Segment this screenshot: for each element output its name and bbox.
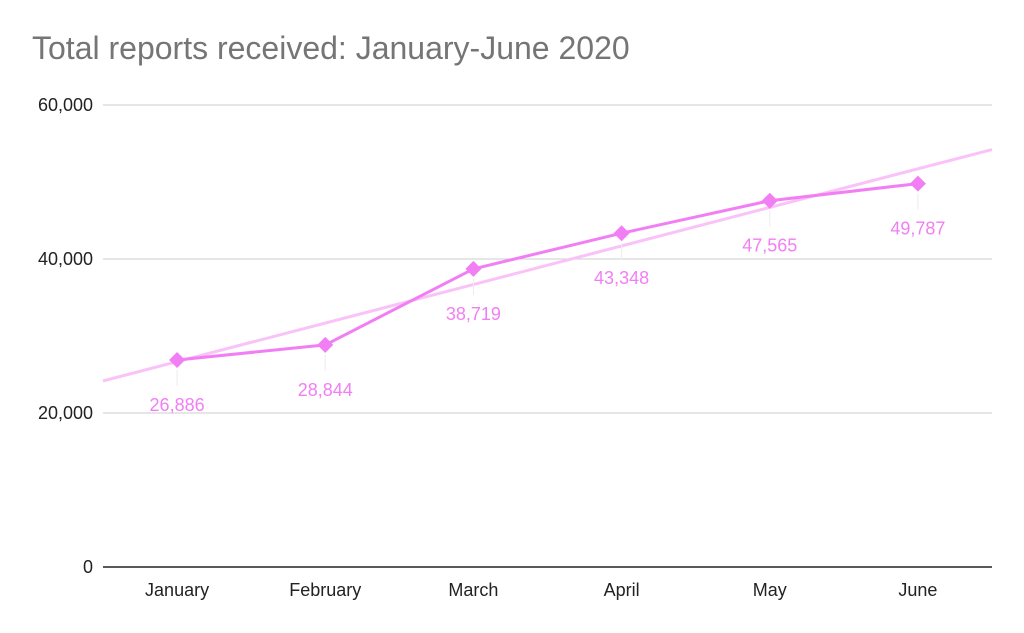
chart-title: Total reports received: January-June 202… [32, 30, 630, 66]
x-tick-label: January [145, 580, 209, 600]
data-point-marker [761, 192, 778, 209]
data-point-marker [169, 351, 186, 368]
x-axis-tick-labels: January February March April May June [145, 580, 937, 600]
x-tick-label: June [898, 580, 937, 600]
data-label: 28,844 [298, 380, 353, 400]
data-point-marker [465, 260, 482, 277]
data-labels: 26,886 28,844 38,719 43,348 47,565 49,787 [150, 193, 945, 415]
data-label: 47,565 [742, 236, 797, 256]
x-tick-label: April [604, 580, 640, 600]
y-tick-label: 40,000 [38, 249, 93, 269]
data-label: 49,787 [890, 219, 945, 239]
x-tick-label: May [753, 580, 787, 600]
data-label: 43,348 [594, 268, 649, 288]
y-axis-tick-labels: 0 20,000 40,000 60,000 [38, 95, 93, 577]
x-tick-label: February [289, 580, 361, 600]
data-point-marker [909, 175, 926, 192]
data-label: 26,886 [150, 395, 205, 415]
y-tick-label: 60,000 [38, 95, 93, 115]
series-layer [169, 175, 926, 368]
trendline-layer [102, 148, 993, 383]
trendline [102, 148, 993, 383]
data-point-marker [613, 225, 630, 242]
y-tick-label: 0 [83, 557, 93, 577]
series-line [176, 182, 919, 362]
x-tick-label: March [448, 580, 498, 600]
gridlines [103, 104, 992, 568]
data-label: 38,719 [446, 304, 501, 324]
y-tick-label: 20,000 [38, 403, 93, 423]
data-point-marker [317, 336, 334, 353]
